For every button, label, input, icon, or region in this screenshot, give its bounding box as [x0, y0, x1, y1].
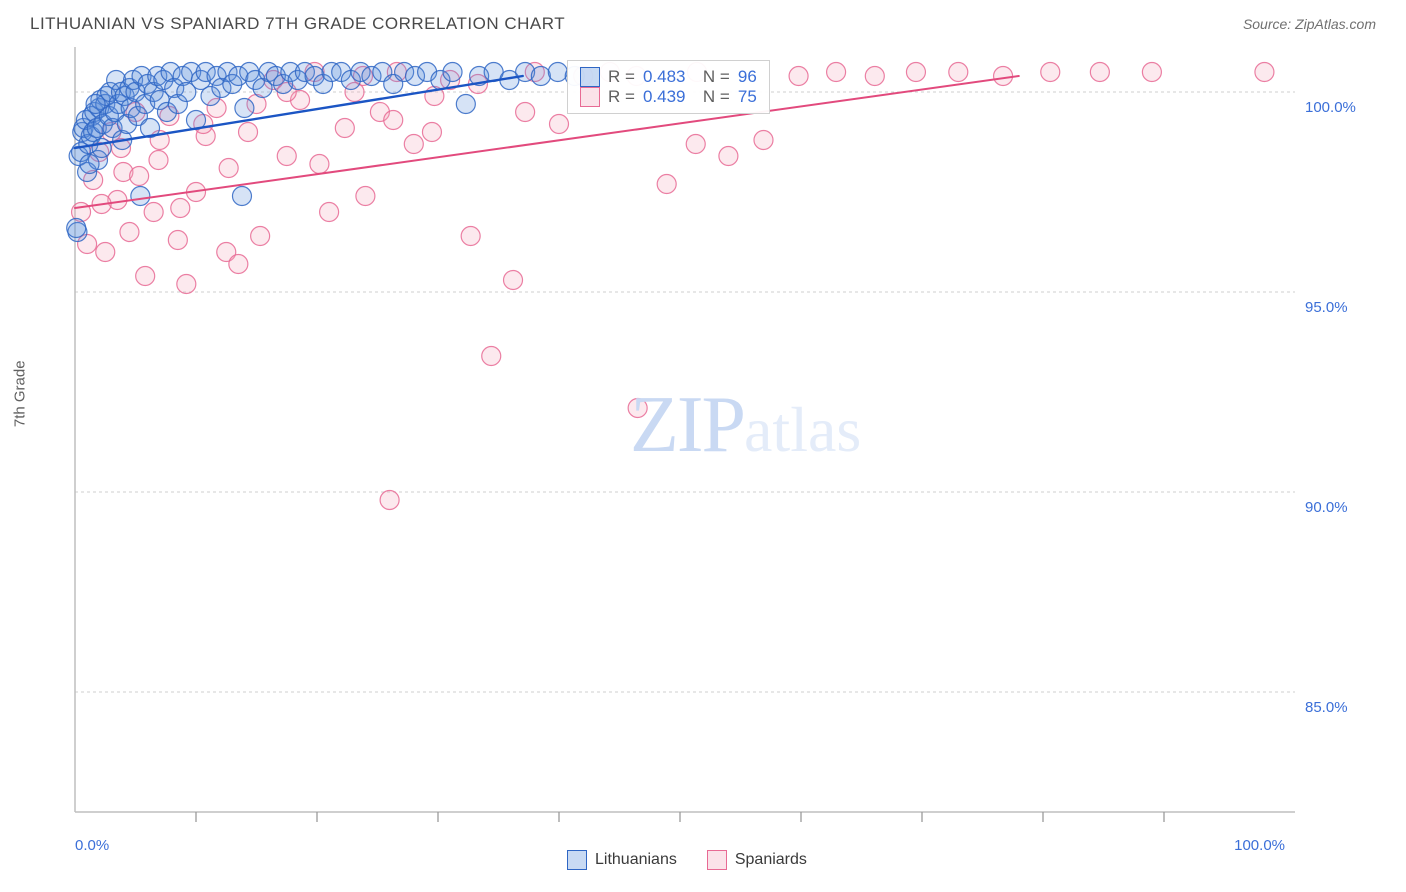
stats-row: R = 0.483 N = 96 [580, 67, 757, 87]
chart-title: LITHUANIAN VS SPANIARD 7TH GRADE CORRELA… [30, 14, 565, 34]
svg-text:95.0%: 95.0% [1305, 299, 1348, 316]
svg-text:90.0%: 90.0% [1305, 499, 1348, 516]
scatter-chart-svg: 100.0% 95.0% 90.0% 85.0% 0.0% 100.0% [30, 42, 1376, 862]
svg-text:100.0%: 100.0% [1305, 99, 1356, 116]
source-attribution: Source: ZipAtlas.com [1243, 16, 1376, 32]
svg-text:100.0%: 100.0% [1234, 837, 1285, 854]
legend-item: Lithuanians [567, 850, 677, 870]
svg-text:0.0%: 0.0% [75, 837, 109, 854]
svg-text:85.0%: 85.0% [1305, 699, 1348, 716]
chart-area: 7th Grade 100.0%95.0%90.0%85.0%0.0%100.0… [30, 42, 1376, 862]
y-axis-label: 7th Grade [12, 360, 29, 427]
correlation-stats-box: R = 0.483 N = 96R = 0.439 N = 75 [567, 60, 770, 114]
stats-row: R = 0.439 N = 75 [580, 87, 757, 107]
legend-item: Spaniards [707, 850, 807, 870]
series-legend: Lithuanians Spaniards [567, 850, 807, 870]
